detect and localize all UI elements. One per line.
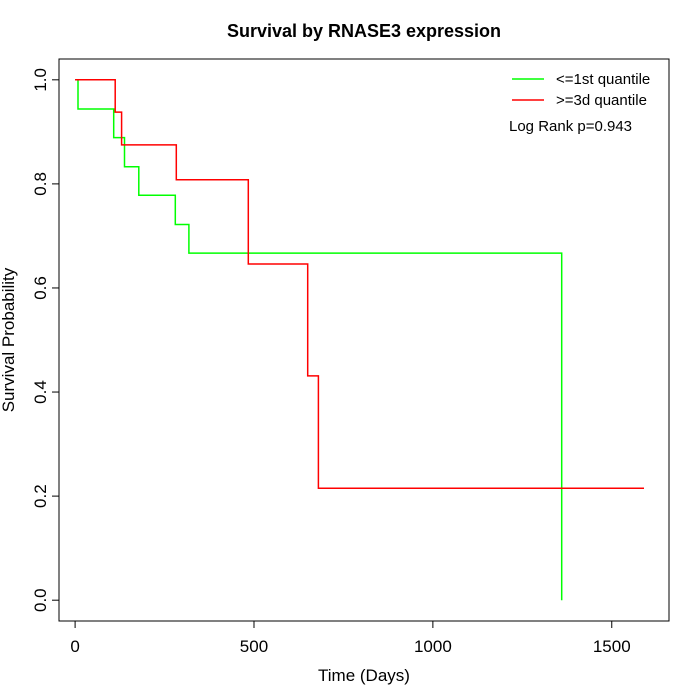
y-tick-label: 0.8 — [31, 172, 50, 196]
y-axis: 0.0 0.2 0.4 0.6 0.8 1.0 — [31, 68, 60, 612]
chart-title: Survival by RNASE3 expression — [227, 21, 501, 41]
x-tick-label: 500 — [240, 637, 268, 656]
log-rank-annotation: Log Rank p=0.943 — [509, 118, 632, 135]
series-line-1 — [75, 79, 563, 601]
legend-label: >=3d quantile — [556, 92, 647, 109]
series-line-2 — [75, 79, 644, 490]
y-tick-label: 1.0 — [31, 68, 50, 92]
legend-label: <=1st quantile — [556, 71, 650, 88]
y-tick-label: 0.6 — [31, 276, 50, 300]
x-tick-label: 0 — [70, 637, 79, 656]
y-tick-label: 0.0 — [31, 588, 50, 612]
y-tick-label: 0.2 — [31, 484, 50, 508]
series-layer — [75, 79, 644, 601]
legend: <=1st quantile >=3d quantile — [512, 71, 650, 109]
x-axis-label: Time (Days) — [318, 666, 410, 685]
x-tick-label: 1000 — [414, 637, 452, 656]
x-axis: 0 500 1000 1500 — [70, 620, 631, 656]
x-tick-label: 1500 — [593, 637, 631, 656]
plot-frame — [58, 58, 670, 622]
y-tick-label: 0.4 — [31, 380, 50, 404]
y-axis-label: Survival Probability — [0, 267, 18, 412]
